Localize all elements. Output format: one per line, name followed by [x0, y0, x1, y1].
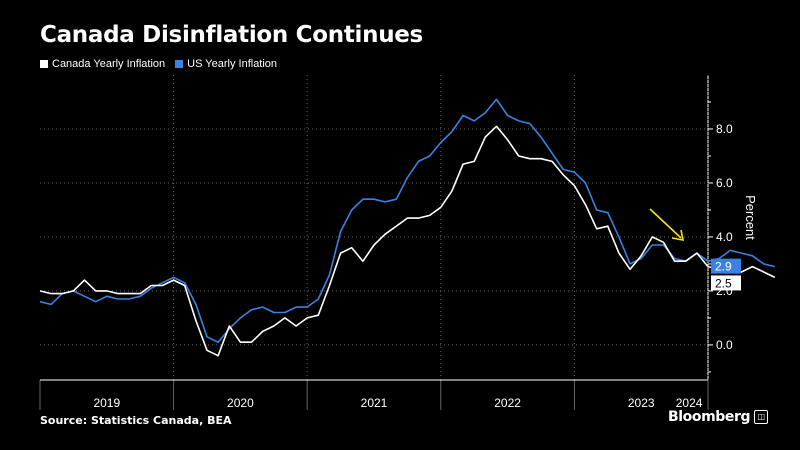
legend-swatch-canada — [40, 60, 48, 68]
y-tick-label: 8.0 — [716, 122, 733, 136]
annotation-arrow-line — [649, 208, 682, 239]
x-tick-label: 2021 — [361, 396, 388, 410]
series-line-us — [39, 98, 775, 344]
y-tick-label: 4.0 — [716, 230, 733, 244]
y-axis-title: Percent — [743, 195, 758, 240]
x-tick-label: 2020 — [227, 396, 254, 410]
legend-label-us: US Yearly Inflation — [187, 58, 278, 70]
x-tick-label: 2024 — [676, 396, 703, 410]
end-label-box-us — [711, 258, 741, 274]
chart-legend: Canada Yearly Inflation US Yearly Inflat… — [40, 58, 287, 70]
x-tick-label: 2023 — [628, 396, 655, 410]
x-tick-label: 2022 — [494, 396, 521, 410]
x-tick-label: 2019 — [93, 396, 120, 410]
legend-label-canada: Canada Yearly Inflation — [52, 58, 166, 70]
legend-item-us: US Yearly Inflation — [175, 58, 277, 70]
brand-name: Bloomberg — [668, 409, 751, 425]
chart-title: Canada Disinflation Continues — [40, 22, 423, 48]
legend-swatch-us — [175, 60, 184, 68]
down-right-arrow-icon — [671, 229, 685, 241]
end-label-us: 2.9 — [715, 260, 732, 274]
series-line-canada — [39, 125, 776, 357]
y-tick-label: 6.0 — [716, 176, 733, 190]
legend-item-canada: Canada Yearly Inflation — [40, 58, 165, 70]
y-tick-label: 0.0 — [716, 338, 733, 352]
bloomberg-logo: Bloomberg ◫ — [668, 409, 769, 425]
source-note: Source: Statistics Canada, BEA — [40, 414, 232, 427]
end-label-box-canada — [711, 275, 741, 291]
bloomberg-logo-icon: ◫ — [754, 410, 769, 424]
end-label-canada: 2.5 — [715, 276, 732, 290]
